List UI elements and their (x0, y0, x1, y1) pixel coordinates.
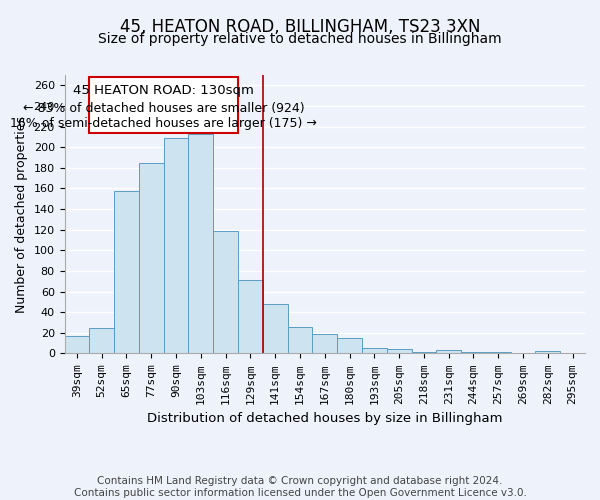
Bar (287, 326, 313, 353)
Bar (362, 348, 387, 354)
Bar (412, 352, 436, 354)
Bar (535, 352, 560, 354)
Bar (188, 134, 213, 354)
Text: 16% of semi-detached houses are larger (175) →: 16% of semi-detached houses are larger (… (10, 117, 317, 130)
Bar (213, 230, 238, 354)
Bar (313, 334, 337, 353)
Y-axis label: Number of detached properties: Number of detached properties (15, 116, 28, 312)
Bar (114, 190, 139, 354)
Bar (263, 304, 287, 354)
Text: 45 HEATON ROAD: 130sqm: 45 HEATON ROAD: 130sqm (73, 84, 254, 96)
Bar (139, 162, 164, 354)
Bar (337, 338, 362, 353)
Bar (89, 328, 114, 353)
Text: ← 83% of detached houses are smaller (924): ← 83% of detached houses are smaller (92… (23, 102, 304, 115)
Bar (387, 350, 412, 354)
Bar (461, 352, 486, 354)
Bar (238, 280, 263, 353)
Bar (436, 350, 461, 354)
Text: Contains HM Land Registry data © Crown copyright and database right 2024.
Contai: Contains HM Land Registry data © Crown c… (74, 476, 526, 498)
Text: Size of property relative to detached houses in Billingham: Size of property relative to detached ho… (98, 32, 502, 46)
X-axis label: Distribution of detached houses by size in Billingham: Distribution of detached houses by size … (147, 412, 503, 425)
Text: 45, HEATON ROAD, BILLINGHAM, TS23 3XN: 45, HEATON ROAD, BILLINGHAM, TS23 3XN (120, 18, 480, 36)
Bar (486, 352, 511, 354)
Bar (65, 336, 89, 353)
Bar (164, 138, 188, 354)
